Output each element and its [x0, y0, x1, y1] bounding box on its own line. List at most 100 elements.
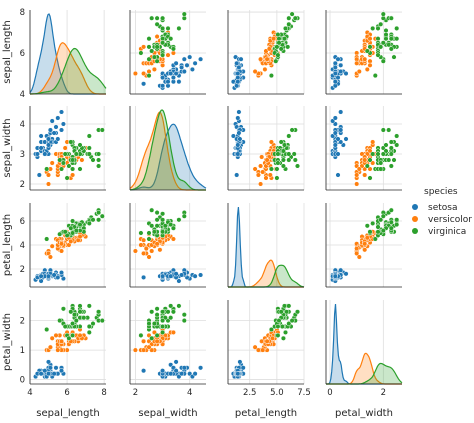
- point-setosa: [141, 274, 147, 280]
- point-versicolor: [146, 254, 152, 260]
- point-versicolor: [271, 36, 277, 42]
- point-setosa: [335, 172, 341, 178]
- point-virginica: [278, 139, 284, 145]
- point-virginica: [289, 127, 295, 133]
- point-versicolor: [267, 172, 273, 178]
- kde-fill-versicolor: [30, 42, 106, 94]
- point-virginica: [77, 142, 83, 148]
- point-versicolor: [58, 248, 65, 254]
- point-setosa: [235, 142, 241, 148]
- point-versicolor: [362, 56, 368, 62]
- point-versicolor: [141, 347, 147, 353]
- point-setosa: [179, 272, 185, 278]
- point-versicolor: [364, 66, 370, 72]
- kde-fill-setosa: [130, 124, 206, 190]
- point-virginica: [372, 236, 378, 242]
- point-virginica: [160, 211, 166, 217]
- point-virginica: [77, 222, 83, 228]
- point-virginica: [73, 151, 79, 157]
- point-versicolor: [141, 70, 147, 77]
- point-virginica: [280, 148, 286, 154]
- point-virginica: [154, 58, 160, 64]
- xaxis-label-petal_length: petal_length: [235, 408, 297, 419]
- point-virginica: [77, 303, 83, 309]
- panel-petal_length-vs-sepal_length: 2 4 6: [20, 203, 106, 288]
- point-virginica: [165, 25, 171, 31]
- point-setosa: [338, 109, 344, 115]
- point-virginica: [286, 151, 292, 157]
- point-setosa: [335, 151, 341, 157]
- point-virginica: [99, 213, 105, 219]
- legend-entry-setosa: setosa: [412, 203, 457, 213]
- point-virginica: [278, 309, 284, 315]
- point-virginica: [70, 157, 76, 163]
- point-virginica: [388, 151, 394, 157]
- point-setosa: [343, 136, 349, 142]
- point-virginica: [138, 50, 144, 56]
- point-virginica: [380, 213, 386, 219]
- panel-sepal_length-vs-sepal_length: 4 6 8: [20, 8, 107, 100]
- point-setosa: [55, 136, 61, 142]
- point-setosa: [240, 365, 246, 371]
- point-virginica: [138, 230, 144, 236]
- point-virginica: [286, 303, 292, 309]
- point-virginica: [286, 157, 292, 163]
- legend-label-virginica: virginica: [428, 227, 466, 237]
- point-virginica: [367, 229, 373, 235]
- point-virginica: [99, 318, 105, 324]
- point-virginica: [378, 166, 384, 172]
- point-versicolor: [260, 169, 266, 175]
- kde-fill-setosa: [228, 207, 304, 287]
- point-virginica: [73, 318, 79, 324]
- ytick-label: 4: [20, 241, 25, 251]
- point-virginica: [294, 309, 301, 315]
- point-versicolor: [49, 160, 55, 166]
- point-virginica: [168, 36, 174, 42]
- point-virginica: [66, 335, 72, 341]
- point-versicolor: [154, 338, 160, 344]
- point-virginica: [181, 11, 187, 17]
- point-versicolor: [252, 68, 258, 75]
- point-virginica: [394, 142, 400, 148]
- xtick-label: 2: [133, 388, 138, 398]
- kde-fill-virginica: [326, 363, 402, 384]
- point-versicolor: [58, 241, 65, 247]
- point-versicolor: [354, 181, 360, 187]
- yaxis-label-sepal_length: sepal_length: [2, 20, 13, 84]
- point-versicolor: [165, 52, 171, 58]
- point-virginica: [375, 151, 381, 157]
- panel-petal_width-vs-petal_length: 2.5 5.0 7.5: [227, 300, 311, 398]
- point-virginica: [154, 15, 160, 21]
- point-setosa: [34, 151, 40, 157]
- point-virginica: [86, 133, 92, 139]
- ytick-label: 2: [20, 265, 25, 275]
- kde-fill-virginica: [30, 48, 106, 94]
- point-setosa: [181, 56, 187, 62]
- point-virginica: [168, 303, 174, 309]
- point-setosa: [335, 56, 341, 62]
- point-virginica: [151, 321, 157, 327]
- point-virginica: [160, 323, 166, 330]
- kde-fill-setosa: [30, 14, 106, 94]
- point-versicolor: [362, 172, 368, 178]
- point-setosa: [236, 130, 242, 136]
- point-versicolor: [138, 242, 144, 248]
- point-virginica: [388, 139, 394, 145]
- point-versicolor: [258, 181, 264, 187]
- point-versicolor: [55, 347, 61, 353]
- point-virginica: [71, 312, 78, 318]
- point-versicolor: [266, 46, 272, 52]
- point-virginica: [68, 139, 74, 145]
- point-virginica: [275, 151, 281, 157]
- point-virginica: [170, 225, 176, 231]
- point-virginica: [57, 231, 63, 237]
- point-setosa: [58, 109, 65, 115]
- point-versicolor: [132, 248, 138, 254]
- point-setosa: [235, 70, 241, 77]
- point-setosa: [332, 70, 338, 77]
- ytick-label: 0: [20, 376, 25, 386]
- point-virginica: [394, 222, 400, 228]
- legend-entry-versicolor: versicolor: [412, 215, 472, 225]
- point-virginica: [276, 318, 282, 324]
- xtick-label: 6: [64, 388, 69, 398]
